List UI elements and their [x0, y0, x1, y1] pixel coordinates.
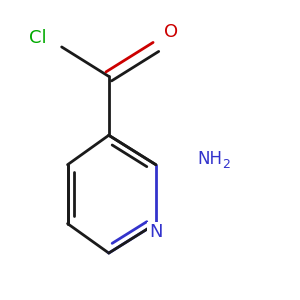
Text: Cl: Cl — [29, 29, 47, 47]
Text: 2: 2 — [223, 158, 230, 171]
Text: NH: NH — [197, 150, 222, 168]
Text: N: N — [149, 224, 163, 242]
Text: O: O — [164, 23, 178, 41]
